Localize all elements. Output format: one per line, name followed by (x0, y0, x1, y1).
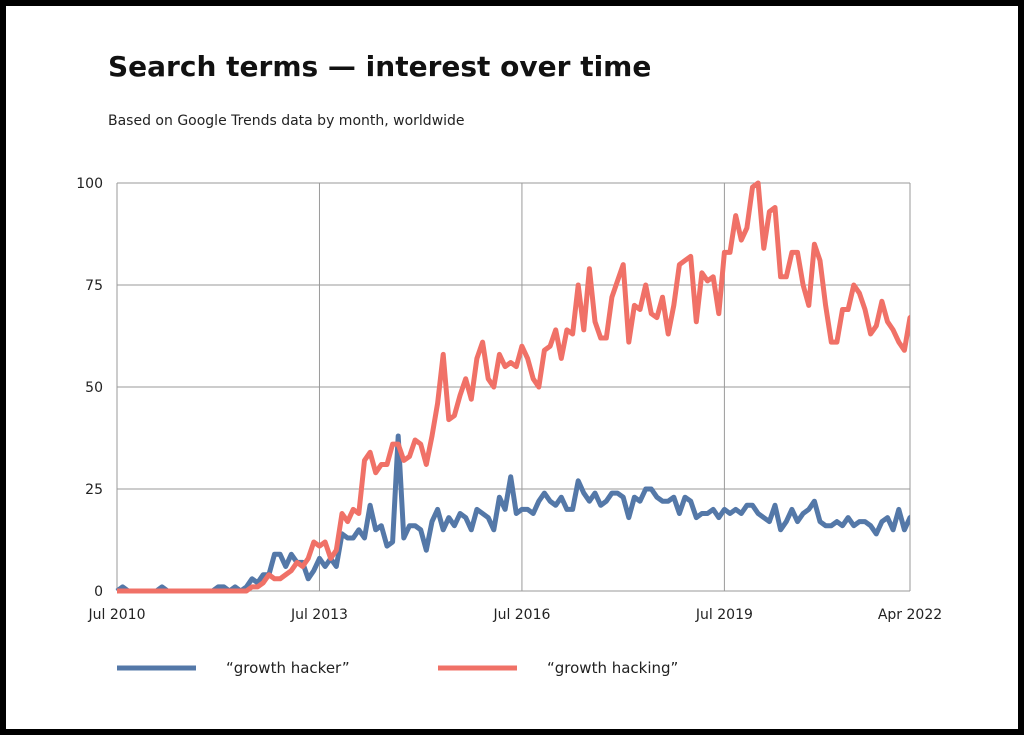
axis-ticks: 0 25 50 75 100 Jul 2010 Jul 2013 Jul 2016 Jul 20… (76, 176, 942, 623)
legend: “growth hacker” “growth hacking” (117, 659, 678, 677)
y-tick-label: 0 (94, 584, 103, 600)
y-tick-label: 50 (85, 380, 103, 396)
series-line-1 (115, 433, 910, 594)
x-tick-label: Jul 2019 (695, 607, 753, 623)
y-tick-label: 25 (85, 482, 103, 498)
chart-card (6, 6, 1018, 729)
x-tick-label: Jul 2016 (492, 607, 550, 623)
x-tick-label: Jul 2010 (88, 607, 146, 623)
x-tick-label: Apr 2022 (878, 607, 942, 623)
grid-lines (116, 182, 911, 592)
chart-title: Search terms — interest over time (108, 50, 652, 83)
series-line-2 (117, 180, 910, 594)
chart-subtitle: Based on Google Trends data by month, wo… (108, 113, 465, 129)
series-lines (115, 180, 910, 594)
y-tick-label: 75 (85, 278, 103, 294)
legend-label-2: “growth hacking” (547, 659, 678, 677)
legend-label-1: “growth hacker” (226, 659, 350, 677)
x-tick-label: Jul 2013 (290, 607, 348, 623)
y-tick-label: 100 (76, 176, 103, 192)
